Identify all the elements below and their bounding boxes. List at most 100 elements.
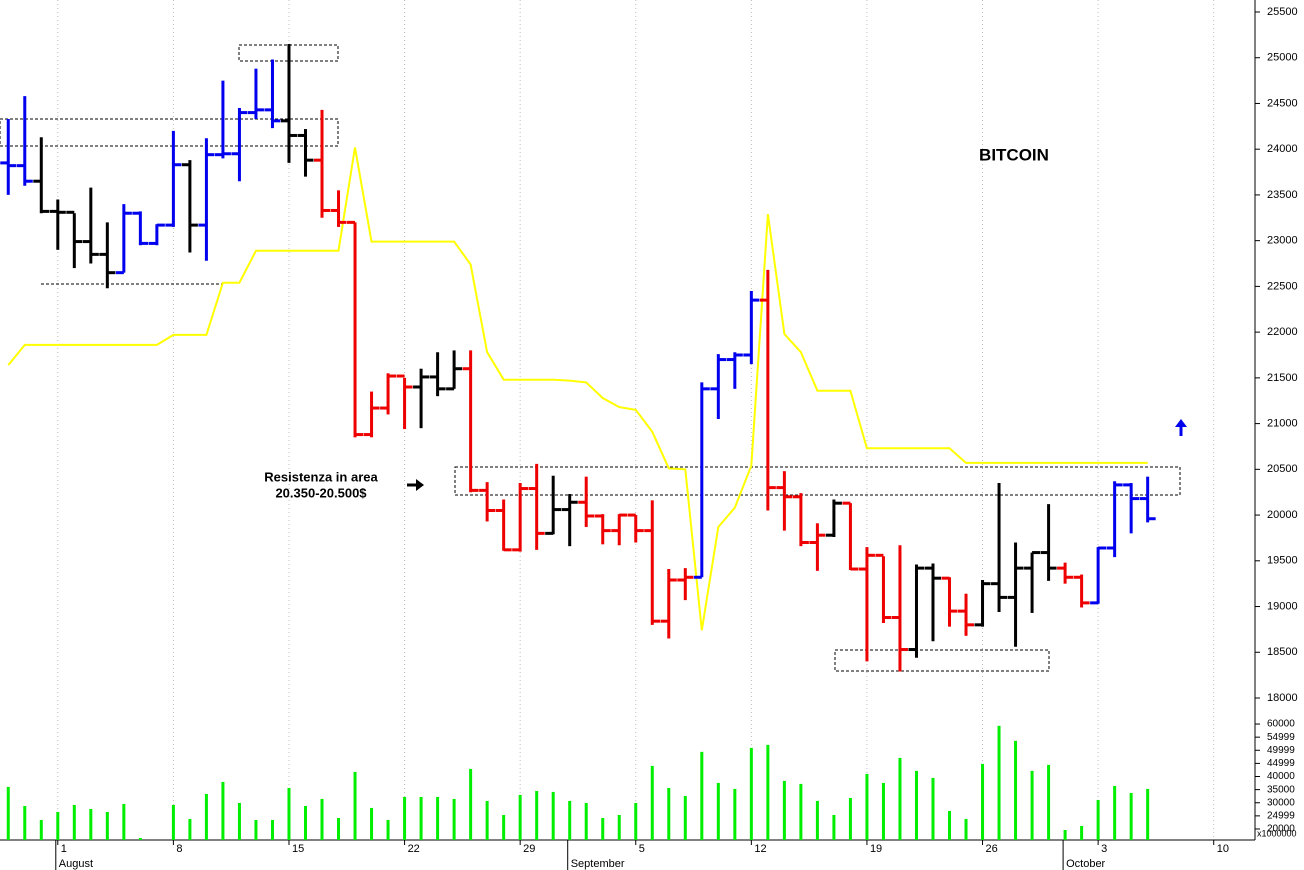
ohlc-bar [396,374,413,430]
ohlc-bar [198,138,215,261]
ohlc-bar [479,482,496,522]
volume-bar [848,797,852,840]
volume-bar [749,747,753,840]
annotation: Resistenza in area [264,469,378,484]
volume-bar [551,791,555,840]
x-tick-label: 15 [292,843,304,855]
ohlc-bar [380,373,397,415]
ohlc-bar [941,576,958,627]
y-tick-label: 24000 [1267,143,1298,155]
ohlc-bar [429,352,446,397]
volume-bar [634,802,638,840]
y-tick-label: 20000 [1267,509,1298,521]
y-tick-label: 49999 [1267,745,1295,756]
volume-bar [782,780,786,840]
arrow [407,479,424,491]
y-tick-label: 24500 [1267,97,1298,109]
ohlc-bar [528,463,545,550]
volume-bar [1030,770,1034,840]
volume-bar [23,805,27,840]
volume-bar [204,793,208,840]
ohlc-bar [693,382,710,579]
y-tick-label: 18500 [1267,646,1298,658]
annotation: 20.350-20.500$ [275,485,367,500]
volume-bar [1113,785,1117,840]
ohlc-bar [148,223,165,246]
y-tick-label: 20500 [1267,463,1298,475]
y-tick-label: 22000 [1267,326,1298,338]
volume-bar [1014,740,1018,840]
x-tick-label: 8 [176,843,182,855]
ohlc-bar [495,499,512,552]
volume-bar [683,795,687,840]
y-tick-label: 25500 [1267,6,1298,18]
ohlc-bar [924,563,941,642]
ohlc-bar [743,290,760,365]
ohlc-bar [1139,476,1156,523]
y-tick-label: 19500 [1267,555,1298,567]
volume-bar [188,818,192,840]
volume-bar [72,804,76,840]
ohlc-bar [16,96,33,186]
volume-bar [386,819,390,840]
ohlc-bar [644,500,661,625]
y-tick-label: 23500 [1267,189,1298,201]
ohlc-bar [1024,551,1041,613]
y-tick-label: 21000 [1267,418,1298,430]
volume-bar [469,768,473,840]
chart-title: BITCOIN [979,145,1049,164]
month-label: August [59,858,93,870]
month-label: September [571,858,625,870]
ohlc-bar [413,368,430,429]
ohlc-bar [165,130,182,227]
volume-bar [535,790,539,840]
ohlc-bar [958,593,975,636]
ohlc-bar [908,564,925,658]
arrow-head [1175,419,1187,427]
volume-bar [485,800,489,840]
indicator-line [7,147,1148,631]
ohlc-bar [627,513,644,543]
volume-bar [1080,825,1084,840]
ohlc-bar [512,483,529,552]
volume-bar [171,804,175,840]
resistance-box [454,466,1181,496]
volume-bar [1047,764,1051,840]
ohlc-bar [776,471,793,531]
y-tick-label: 19000 [1267,600,1298,612]
volume-bar [832,814,836,840]
volume-bar [337,817,341,840]
ohlc-bar [314,109,331,218]
ohlc-bar [99,222,116,289]
ohlc-bar [1040,504,1057,581]
volume-bar [997,725,1001,840]
ohlc-bar [594,514,611,545]
ohlc-bar [545,475,562,535]
volume-bar [1146,788,1150,840]
volume-bar [39,819,43,840]
ohlc-bar [1123,483,1140,534]
x-tick-label: 5 [639,843,645,855]
volume-bar [733,788,737,840]
volume-bar [948,810,952,840]
x-tick-label: 19 [870,843,882,855]
x-tick-label: 26 [986,843,998,855]
volume-bar [1063,829,1067,840]
volume-bar [1096,799,1100,840]
y-tick-label: 20000 [1267,824,1295,835]
arrow-head [416,479,424,491]
zone-box [0,118,339,147]
volume-bar [303,805,307,840]
ohlc-bar [66,210,83,269]
ohlc-bar [891,545,908,672]
volume-bar [518,794,522,840]
ohlc-bar [264,59,281,129]
up-arrow [1175,419,1187,436]
volume-bar [568,800,572,840]
y-tick-label: 60000 [1267,719,1295,730]
volume-bar [403,796,407,840]
volume-bar [502,814,506,840]
ohlc-bar [363,391,380,438]
volume-bar [56,811,60,840]
volume-bar [865,773,869,840]
